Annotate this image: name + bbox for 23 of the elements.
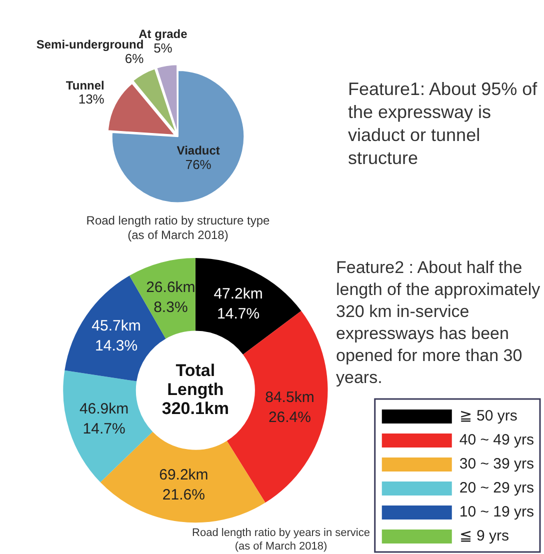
text: Total Length 320.1km xyxy=(162,360,229,418)
text: Feature2 : About half the length of the approximately 320 km in-service expressways has been opened for more than 30 years. xyxy=(336,257,542,389)
data-label: 46.9km 14.7% xyxy=(79,400,129,438)
slice-label: Tunnel xyxy=(66,78,104,92)
legend-label: ≦ 9 yrs xyxy=(459,528,510,545)
legend-label: 40 ~ 49 yrs xyxy=(459,432,534,449)
legend-label: 10 ~ 19 yrs xyxy=(459,504,534,521)
data-label: 69.2km 21.6% xyxy=(159,466,208,504)
text: Road length ratio by years in service (as of March 2018) xyxy=(192,527,370,552)
data-label: 45.7km 14.3% xyxy=(92,317,141,354)
text: Feature1: About 95% of the expressway is viaduct or tunnel structure xyxy=(348,78,538,170)
data-label: 84.5km 26.4% xyxy=(265,389,314,426)
data-label: 13% xyxy=(78,92,105,107)
legend-label: 20 ~ 29 yrs xyxy=(459,480,534,497)
data-label: 76% xyxy=(185,156,212,172)
data-label: 5% xyxy=(154,40,173,56)
data-label: 47.2km 14.7% xyxy=(214,286,263,323)
data-label: 6% xyxy=(124,50,144,66)
data-label: 26.6km 8.3% xyxy=(146,278,196,316)
text: Road length ratio by structure type (as of March 2018) xyxy=(86,214,270,242)
legend-label: ≧ 50 yrs xyxy=(459,408,518,425)
slice-label: Viaduct xyxy=(176,144,220,158)
legend-label: 30 ~ 39 yrs xyxy=(459,456,534,473)
